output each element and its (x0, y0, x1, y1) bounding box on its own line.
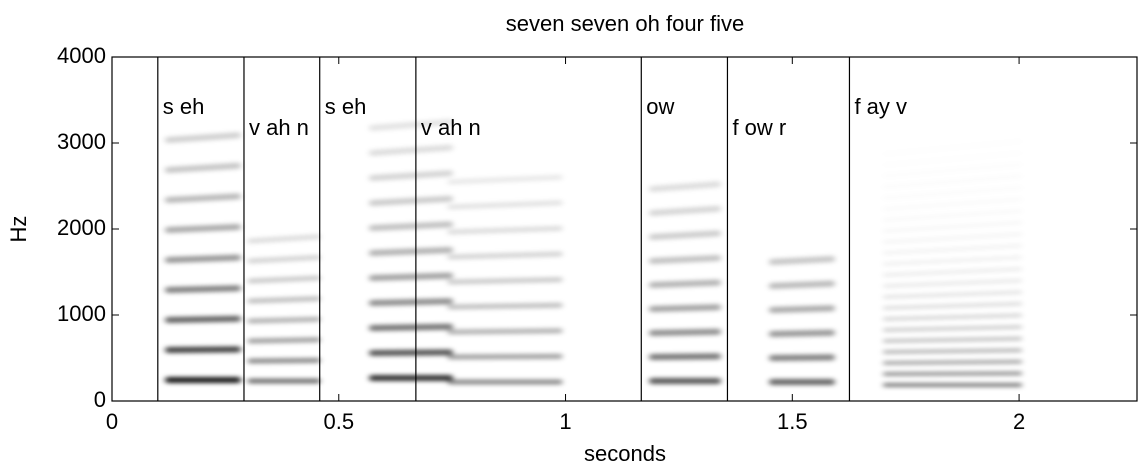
harmonic (883, 267, 1022, 277)
harmonic (883, 348, 1022, 354)
y-tick-label: 0 (94, 387, 106, 412)
segment-label: f ow r (732, 115, 786, 140)
harmonic (165, 285, 241, 293)
harmonic (447, 251, 563, 260)
harmonic (369, 272, 453, 281)
harmonic (649, 230, 721, 240)
harmonic (447, 277, 563, 285)
harmonic (369, 119, 453, 131)
harmonic (649, 205, 721, 216)
harmonic (883, 313, 1022, 321)
harmonic (885, 234, 1020, 242)
x-tick-label: 0.5 (323, 409, 354, 434)
harmonic (369, 323, 453, 331)
harmonic (649, 353, 721, 360)
harmonic (247, 337, 321, 344)
harmonic (885, 176, 1020, 187)
harmonic (247, 275, 321, 284)
x-axis-label: seconds (584, 441, 666, 466)
segment-label: v ah n (421, 115, 481, 140)
harmonic (247, 316, 321, 324)
harmonic (369, 349, 453, 356)
harmonic (369, 170, 453, 181)
harmonic (883, 336, 1022, 343)
harmonic (649, 304, 721, 312)
x-tick-label: 2 (1013, 409, 1025, 434)
segment-label: f ay v (854, 94, 907, 119)
harmonic (885, 188, 1020, 198)
harmonic (649, 255, 721, 264)
harmonic (883, 371, 1022, 376)
harmonic (165, 315, 241, 323)
harmonic (165, 346, 241, 353)
harmonic (769, 305, 835, 313)
harmonic (883, 278, 1022, 288)
harmonic (769, 256, 835, 265)
harmonic (369, 247, 453, 256)
harmonic (247, 254, 321, 264)
segment-label: s eh (325, 94, 367, 119)
harmonic (447, 353, 563, 360)
harmonic (883, 243, 1022, 255)
harmonic (447, 200, 563, 210)
chart-title: seven seven oh four five (506, 11, 744, 36)
harmonic (447, 174, 563, 185)
harmonic (649, 181, 721, 192)
harmonic (369, 221, 453, 231)
harmonic (649, 279, 721, 288)
spectrogram-image (165, 119, 1022, 387)
harmonic (247, 234, 321, 244)
y-axis-label: Hz (6, 216, 31, 243)
harmonic (769, 354, 835, 361)
harmonic (165, 132, 241, 143)
harmonic (885, 141, 1020, 154)
harmonic (883, 290, 1022, 299)
harmonic (883, 359, 1022, 365)
x-tick-label: 0 (106, 409, 118, 434)
x-tick-label: 1 (559, 409, 571, 434)
harmonic (369, 298, 453, 306)
harmonic (769, 280, 835, 289)
harmonic (885, 153, 1020, 165)
harmonic (165, 193, 241, 203)
harmonic (369, 144, 453, 156)
y-tick-label: 2000 (57, 215, 106, 240)
axes-box (111, 56, 1138, 402)
y-tick-label: 1000 (57, 301, 106, 326)
harmonic (883, 325, 1022, 332)
harmonic (885, 223, 1020, 231)
harmonic (885, 165, 1020, 176)
harmonic (649, 328, 721, 336)
harmonic (247, 357, 321, 364)
harmonic (769, 329, 835, 337)
x-tick-label: 1.5 (777, 409, 808, 434)
harmonic (369, 195, 453, 206)
harmonic (883, 255, 1022, 266)
harmonic (165, 254, 241, 263)
harmonic (447, 302, 563, 310)
harmonic (447, 225, 563, 235)
y-tick-label: 3000 (57, 129, 106, 154)
harmonic (885, 199, 1020, 209)
segment-label: ow (646, 94, 674, 119)
plot (111, 56, 1137, 402)
segment-label: s eh (163, 94, 205, 119)
harmonic (165, 224, 241, 233)
harmonic (883, 301, 1022, 310)
y-tick-label: 4000 (57, 43, 106, 68)
harmonic (885, 211, 1020, 220)
segment-label: v ah n (249, 115, 309, 140)
harmonic (165, 162, 241, 173)
harmonic (447, 328, 563, 335)
harmonic (247, 296, 321, 304)
